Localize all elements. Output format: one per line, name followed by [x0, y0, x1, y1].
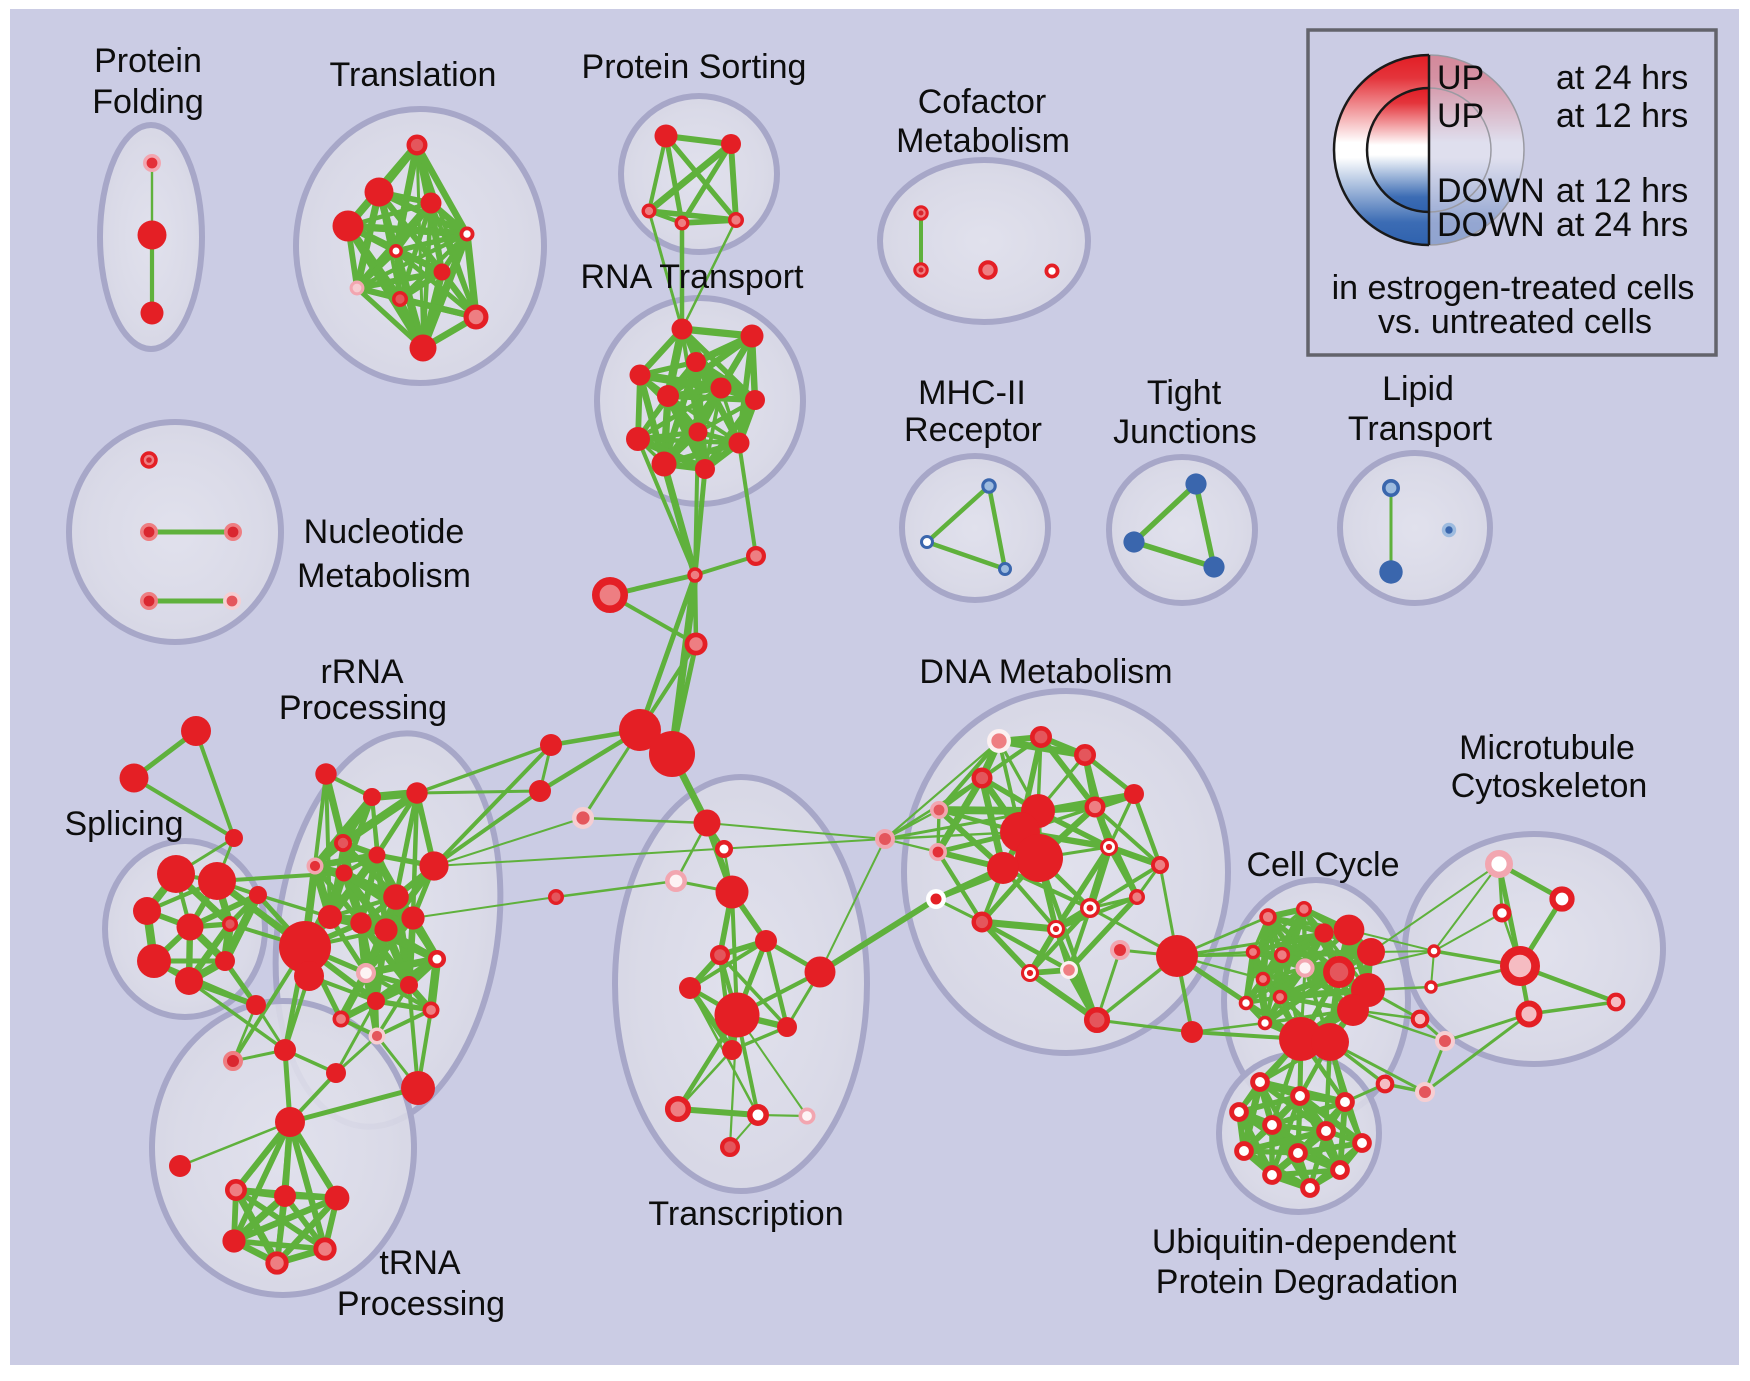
- svg-text:Protein Sorting: Protein Sorting: [582, 48, 807, 86]
- svg-text:at 24 hrs: at 24 hrs: [1556, 59, 1688, 97]
- svg-text:Transport: Transport: [1348, 410, 1493, 448]
- svg-text:Translation: Translation: [330, 56, 497, 94]
- svg-text:Splicing: Splicing: [64, 805, 183, 843]
- svg-text:rRNA: rRNA: [320, 653, 403, 691]
- svg-text:DOWN: DOWN: [1437, 172, 1545, 210]
- svg-text:Tight: Tight: [1147, 374, 1222, 412]
- svg-text:Nucleotide: Nucleotide: [304, 513, 465, 551]
- svg-text:at 24 hrs: at 24 hrs: [1556, 206, 1688, 244]
- svg-text:at 12 hrs: at 12 hrs: [1556, 97, 1688, 135]
- svg-text:Junctions: Junctions: [1113, 413, 1257, 451]
- svg-text:Transcription: Transcription: [648, 1195, 843, 1233]
- svg-text:UP: UP: [1437, 97, 1484, 135]
- svg-text:Receptor: Receptor: [904, 411, 1042, 449]
- svg-text:Processing: Processing: [279, 689, 447, 727]
- svg-text:RNA Transport: RNA Transport: [581, 258, 805, 296]
- svg-text:at 12 hrs: at 12 hrs: [1556, 172, 1688, 210]
- svg-text:Processing: Processing: [337, 1285, 505, 1323]
- svg-text:Lipid: Lipid: [1382, 370, 1454, 408]
- svg-text:Protein Degradation: Protein Degradation: [1156, 1263, 1458, 1301]
- svg-text:Metabolism: Metabolism: [297, 557, 471, 595]
- svg-text:Cofactor: Cofactor: [918, 83, 1047, 121]
- svg-text:Folding: Folding: [92, 83, 204, 121]
- svg-text:Ubiquitin-dependent: Ubiquitin-dependent: [1152, 1223, 1457, 1261]
- svg-text:Protein: Protein: [94, 42, 202, 80]
- svg-text:Microtubule: Microtubule: [1459, 729, 1635, 767]
- svg-text:vs. untreated cells: vs. untreated cells: [1378, 303, 1652, 341]
- svg-text:DOWN: DOWN: [1437, 206, 1545, 244]
- svg-text:tRNA: tRNA: [379, 1244, 461, 1282]
- svg-text:Metabolism: Metabolism: [896, 122, 1070, 160]
- svg-text:Cytoskeleton: Cytoskeleton: [1451, 767, 1648, 805]
- svg-text:Cell Cycle: Cell Cycle: [1246, 846, 1399, 884]
- svg-text:in estrogen-treated cells: in estrogen-treated cells: [1332, 269, 1695, 307]
- svg-text:MHC-II: MHC-II: [918, 374, 1026, 412]
- svg-text:UP: UP: [1437, 59, 1484, 97]
- svg-text:DNA Metabolism: DNA Metabolism: [919, 653, 1172, 691]
